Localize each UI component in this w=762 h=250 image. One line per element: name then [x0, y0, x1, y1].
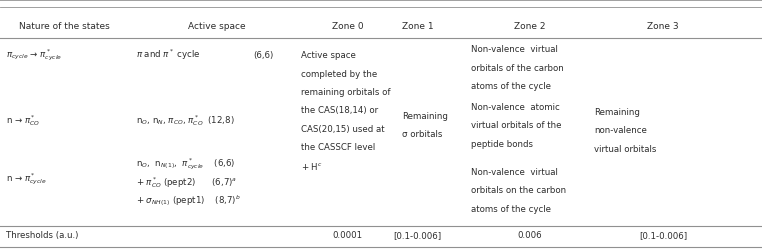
Text: Non-valence  virtual: Non-valence virtual: [471, 45, 558, 54]
Text: n$_O$,  n$_{N(1)}$,  $\pi^*_{cycle}$    (6,6): n$_O$, n$_{N(1)}$, $\pi^*_{cycle}$ (6,6): [136, 156, 235, 172]
Text: Remaining: Remaining: [402, 111, 448, 120]
Text: Non-valence  atomic: Non-valence atomic: [471, 102, 559, 112]
Text: Non-valence  virtual: Non-valence virtual: [471, 168, 558, 176]
Text: Active space: Active space: [188, 22, 246, 31]
Text: remaining orbitals of: remaining orbitals of: [301, 88, 390, 97]
Text: virtual orbitals: virtual orbitals: [594, 144, 657, 153]
Text: non-valence: non-valence: [594, 126, 647, 135]
Text: Nature of the states: Nature of the states: [19, 22, 110, 31]
Text: n$_O$, n$_N$, $\pi_{CO}$, $\pi^*_{CO}$  (12,8): n$_O$, n$_N$, $\pi_{CO}$, $\pi^*_{CO}$ (…: [136, 112, 235, 128]
Text: 0.0001: 0.0001: [332, 230, 363, 239]
Text: n → $\pi^*_{CO}$: n → $\pi^*_{CO}$: [6, 112, 40, 128]
Text: atoms of the cycle: atoms of the cycle: [471, 204, 551, 213]
Text: Zone 1: Zone 1: [402, 22, 434, 31]
Text: Thresholds (a.u.): Thresholds (a.u.): [6, 230, 78, 239]
Text: Zone 0: Zone 0: [331, 22, 363, 31]
Text: + H$^c$: + H$^c$: [301, 161, 323, 172]
Text: [0.1-0.006]: [0.1-0.006]: [639, 230, 687, 239]
Text: CAS(20,15) used at: CAS(20,15) used at: [301, 124, 385, 133]
Text: atoms of the cycle: atoms of the cycle: [471, 82, 551, 90]
Text: orbitals of the carbon: orbitals of the carbon: [471, 63, 564, 72]
Text: orbitals on the carbon: orbitals on the carbon: [471, 186, 566, 195]
Text: + $\sigma_{NH(1)}$ (pept1)    (8,7)$^b$: + $\sigma_{NH(1)}$ (pept1) (8,7)$^b$: [136, 193, 241, 208]
Text: completed by the: completed by the: [301, 70, 377, 78]
Text: Remaining: Remaining: [594, 108, 640, 116]
Text: the CAS(18,14) or: the CAS(18,14) or: [301, 106, 378, 115]
Text: (6,6): (6,6): [254, 50, 274, 59]
Text: virtual orbitals of the: virtual orbitals of the: [471, 121, 562, 130]
Text: Zone 2: Zone 2: [514, 22, 546, 31]
Text: $\pi_{cycle}$ → $\pi^*_{cycle}$: $\pi_{cycle}$ → $\pi^*_{cycle}$: [6, 47, 62, 63]
Text: $\pi$ and $\pi^*$ cycle: $\pi$ and $\pi^*$ cycle: [136, 48, 200, 62]
Text: peptide bonds: peptide bonds: [471, 139, 533, 148]
Text: 0.006: 0.006: [517, 230, 542, 239]
Text: + $\pi^*_{CO}$ (pept2)      (6,7)$^a$: + $\pi^*_{CO}$ (pept2) (6,7)$^a$: [136, 174, 237, 189]
Text: Active space: Active space: [301, 51, 356, 60]
Text: Zone 3: Zone 3: [647, 22, 679, 31]
Text: n → $\pi^*_{cycle}$: n → $\pi^*_{cycle}$: [6, 171, 46, 186]
Text: [0.1-0.006]: [0.1-0.006]: [393, 230, 442, 239]
Text: σ orbitals: σ orbitals: [402, 130, 443, 138]
Text: the CASSCF level: the CASSCF level: [301, 142, 375, 152]
